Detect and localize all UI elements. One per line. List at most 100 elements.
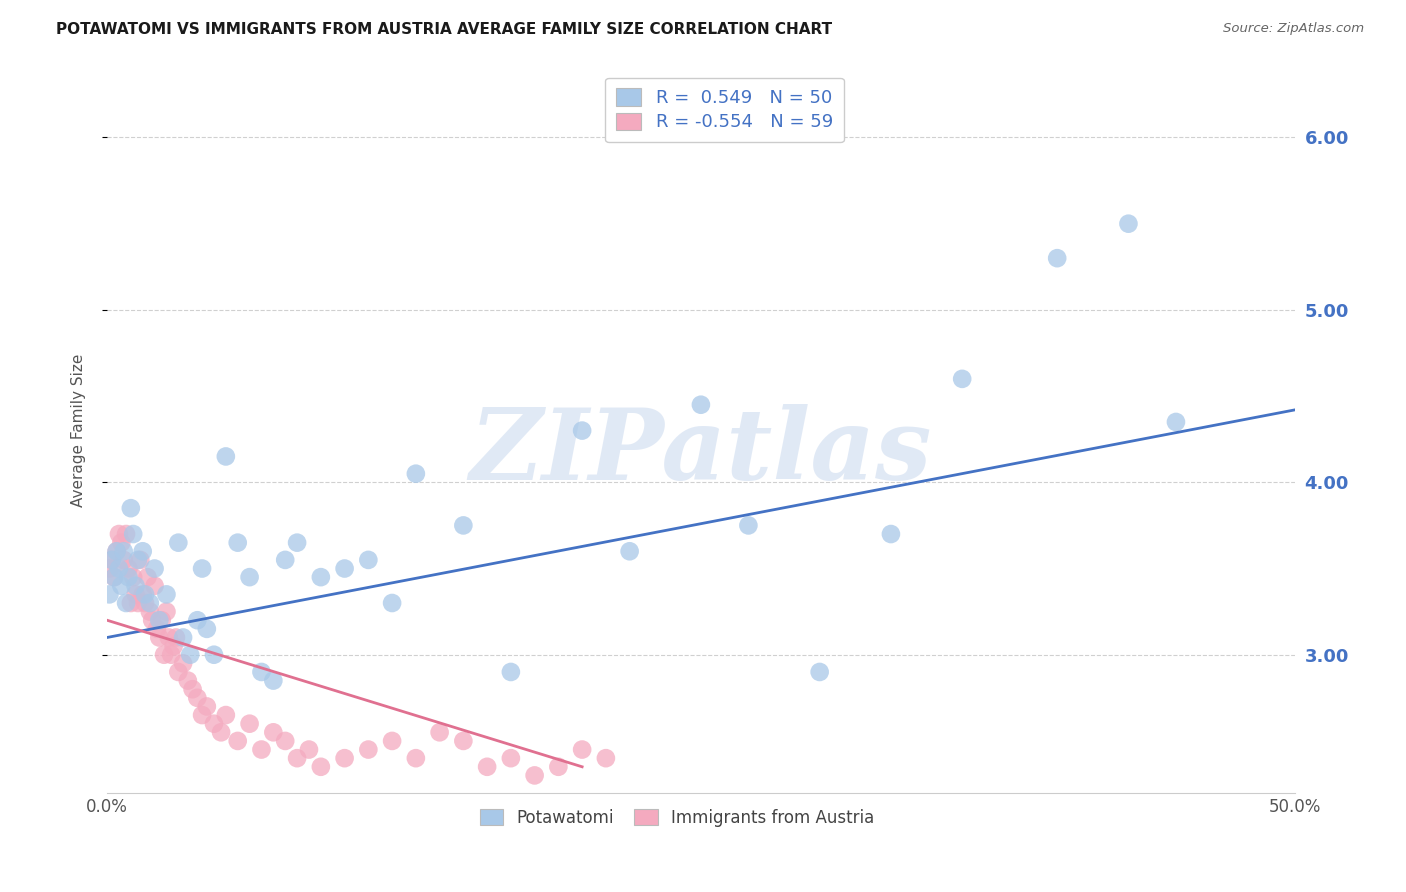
Point	[499, 751, 522, 765]
Point	[226, 734, 249, 748]
Point	[101, 553, 124, 567]
Point	[619, 544, 641, 558]
Point	[110, 535, 132, 549]
Point	[215, 450, 238, 464]
Point	[155, 605, 177, 619]
Point	[880, 527, 903, 541]
Point	[108, 527, 131, 541]
Point	[808, 665, 831, 679]
Point	[148, 631, 170, 645]
Point	[148, 613, 170, 627]
Point	[239, 716, 262, 731]
Point	[595, 751, 617, 765]
Point	[117, 570, 139, 584]
Point	[405, 467, 427, 481]
Point	[153, 648, 176, 662]
Point	[274, 734, 297, 748]
Point	[309, 570, 332, 584]
Point	[103, 570, 125, 584]
Point	[127, 596, 149, 610]
Point	[105, 544, 128, 558]
Point	[141, 613, 163, 627]
Point	[112, 553, 135, 567]
Point	[186, 690, 208, 705]
Point	[127, 553, 149, 567]
Point	[429, 725, 451, 739]
Point	[195, 699, 218, 714]
Point	[136, 570, 159, 584]
Point	[690, 398, 713, 412]
Point	[191, 708, 214, 723]
Point	[157, 631, 180, 645]
Point	[124, 587, 146, 601]
Point	[179, 648, 201, 662]
Point	[453, 518, 475, 533]
Point	[139, 596, 162, 610]
Point	[131, 587, 153, 601]
Point	[209, 725, 232, 739]
Point	[202, 648, 225, 662]
Point	[98, 561, 121, 575]
Point	[134, 587, 156, 601]
Point	[226, 535, 249, 549]
Point	[571, 742, 593, 756]
Point	[453, 734, 475, 748]
Point	[333, 561, 356, 575]
Point	[285, 751, 308, 765]
Point	[131, 544, 153, 558]
Point	[191, 561, 214, 575]
Point	[181, 682, 204, 697]
Point	[146, 622, 169, 636]
Text: POTAWATOMI VS IMMIGRANTS FROM AUSTRIA AVERAGE FAMILY SIZE CORRELATION CHART: POTAWATOMI VS IMMIGRANTS FROM AUSTRIA AV…	[56, 22, 832, 37]
Point	[150, 613, 173, 627]
Point	[165, 631, 187, 645]
Point	[186, 613, 208, 627]
Point	[143, 561, 166, 575]
Point	[1164, 415, 1187, 429]
Point	[262, 673, 284, 688]
Legend: Potawatomi, Immigrants from Austria: Potawatomi, Immigrants from Austria	[472, 800, 883, 835]
Point	[195, 622, 218, 636]
Text: Source: ZipAtlas.com: Source: ZipAtlas.com	[1223, 22, 1364, 36]
Point	[108, 561, 131, 575]
Point	[177, 673, 200, 688]
Point	[1118, 217, 1140, 231]
Point	[333, 751, 356, 765]
Point	[167, 665, 190, 679]
Point	[172, 657, 194, 671]
Point	[475, 760, 498, 774]
Point	[162, 639, 184, 653]
Point	[499, 665, 522, 679]
Point	[120, 501, 142, 516]
Point	[110, 579, 132, 593]
Point	[250, 742, 273, 756]
Point	[547, 760, 569, 774]
Point	[167, 535, 190, 549]
Point	[117, 561, 139, 575]
Point	[155, 587, 177, 601]
Point	[160, 648, 183, 662]
Point	[950, 372, 973, 386]
Point	[134, 596, 156, 610]
Point	[215, 708, 238, 723]
Point	[298, 742, 321, 756]
Point	[124, 579, 146, 593]
Point	[120, 596, 142, 610]
Point	[129, 553, 152, 567]
Point	[239, 570, 262, 584]
Y-axis label: Average Family Size: Average Family Size	[72, 354, 86, 508]
Point	[262, 725, 284, 739]
Point	[101, 553, 124, 567]
Point	[103, 570, 125, 584]
Point	[115, 596, 138, 610]
Point	[172, 631, 194, 645]
Point	[115, 527, 138, 541]
Point	[357, 553, 380, 567]
Point	[381, 734, 404, 748]
Point	[122, 527, 145, 541]
Point	[737, 518, 759, 533]
Point	[523, 768, 546, 782]
Point	[309, 760, 332, 774]
Point	[112, 544, 135, 558]
Point	[105, 544, 128, 558]
